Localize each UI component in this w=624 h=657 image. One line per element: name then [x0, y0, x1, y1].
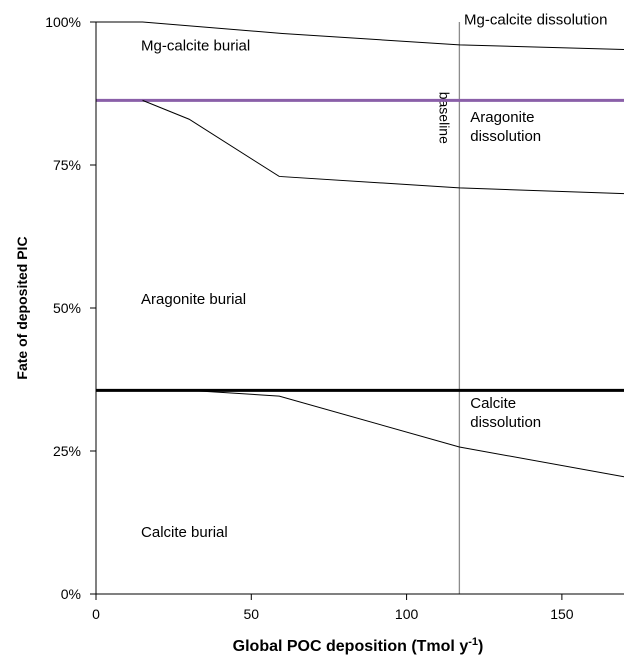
x-tick-label: 150: [550, 606, 574, 622]
region-label-3-1: Aragonite: [470, 109, 534, 126]
boundary-line-3: [189, 389, 624, 478]
region-label-6-1: Calcite burial: [141, 524, 228, 541]
region-label-3-2: dissolution: [470, 128, 541, 145]
x-tick-label: 0: [92, 606, 100, 622]
baseline-label: baseline: [436, 92, 452, 144]
y-tick-label: 75%: [53, 157, 81, 173]
region-label-4-1: Aragonite burial: [141, 291, 246, 308]
region-label-1-1: Mg-calcite burial: [141, 38, 250, 55]
y-axis-title: Fate of deposited PIC: [14, 236, 30, 379]
y-tick-label: 25%: [53, 443, 81, 459]
y-tick-label: 50%: [53, 300, 81, 316]
plot-area: baseline Mg-calcite burial Mg-calcite diss…: [96, 11, 624, 594]
region-label-5-1: Calcite: [470, 395, 516, 412]
y-axis: 0% 25% 50% 75% 100%: [45, 14, 97, 602]
region-label-2-1: Mg-calcite dissolution: [464, 11, 607, 28]
x-tick-label: 100: [395, 606, 419, 622]
x-axis: 0 50 100 150: [92, 593, 624, 622]
boundary-line-2: [142, 99, 624, 195]
x-axis-title: Global POC deposition (Tmol y-1): [233, 636, 484, 655]
y-tick-label: 100%: [45, 14, 81, 30]
y-tick-label: 0%: [61, 586, 81, 602]
x-tick-label: 50: [244, 606, 260, 622]
boundary-line-1: [96, 21, 624, 50]
region-label-5-2: dissolution: [470, 414, 541, 431]
